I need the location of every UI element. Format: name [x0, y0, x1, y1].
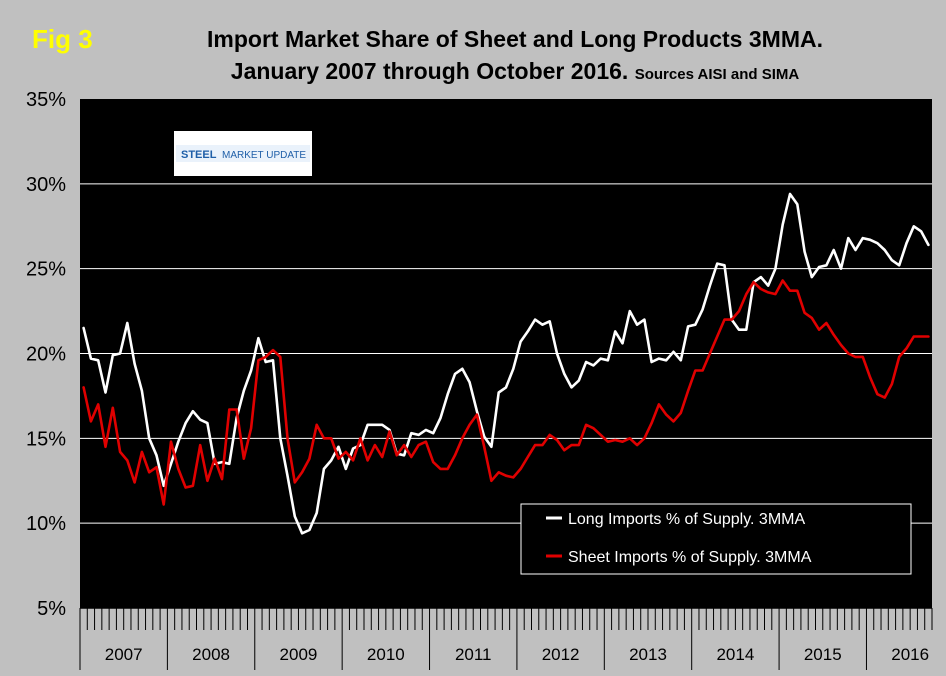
legend-label-sheet: Sheet Imports % of Supply. 3MMA [568, 549, 812, 566]
y-tick-label: 10% [26, 513, 66, 535]
y-tick-label: 30% [26, 174, 66, 196]
x-tick-label: 2007 [105, 645, 143, 664]
x-tick-label: 2009 [280, 645, 318, 664]
chart-title-line-1: Import Market Share of Sheet and Long Pr… [207, 26, 823, 52]
series-line-sheet-imports [82, 279, 930, 506]
x-tick-label: 2014 [716, 645, 754, 664]
x-tick-label: 2008 [192, 645, 230, 664]
x-axis-year-labels: 2007 2008 2009 2010 2011 2012 2013 2014 2015 2016 [105, 645, 929, 664]
y-tick-label: 5% [37, 598, 66, 620]
x-axis-band [80, 608, 932, 670]
figure-label: Fig 3 [32, 24, 93, 54]
legend-box [520, 503, 912, 575]
x-axis-strip [79, 607, 933, 670]
legend: Long Imports % of Supply. 3MMA Sheet Imp… [520, 503, 912, 575]
x-tick-label: 2016 [891, 645, 929, 664]
x-tick-label: 2011 [455, 645, 492, 664]
y-tick-label: 20% [26, 344, 66, 366]
y-tick-label: 15% [26, 428, 66, 450]
chart-title-source: Sources AISI and SIMA [634, 66, 800, 83]
x-tick-label: 2010 [367, 645, 405, 664]
x-tick-label: 2012 [542, 645, 580, 664]
chart-title-line-2: January 2007 through October 2016. Sourc… [120, 58, 910, 85]
y-axis-ticks: 5% 10% 15% 20% 25% 30% 35% [26, 89, 66, 620]
logo-band [176, 145, 310, 162]
steel-market-update-logo: STEEL MARKET UPDATE [174, 131, 312, 176]
x-tick-label: 2013 [629, 645, 667, 664]
y-tick-label: 25% [26, 259, 66, 281]
logo-text-steel: STEEL [181, 149, 217, 161]
y-tick-label: 35% [26, 89, 66, 111]
x-tick-label: 2015 [804, 645, 842, 664]
logo-text-market-update: MARKET UPDATE [222, 150, 306, 161]
chart-title-date-range: January 2007 through October 2016. [230, 58, 629, 84]
legend-label-long: Long Imports % of Supply. 3MMA [568, 511, 805, 528]
series-lines [82, 192, 930, 535]
